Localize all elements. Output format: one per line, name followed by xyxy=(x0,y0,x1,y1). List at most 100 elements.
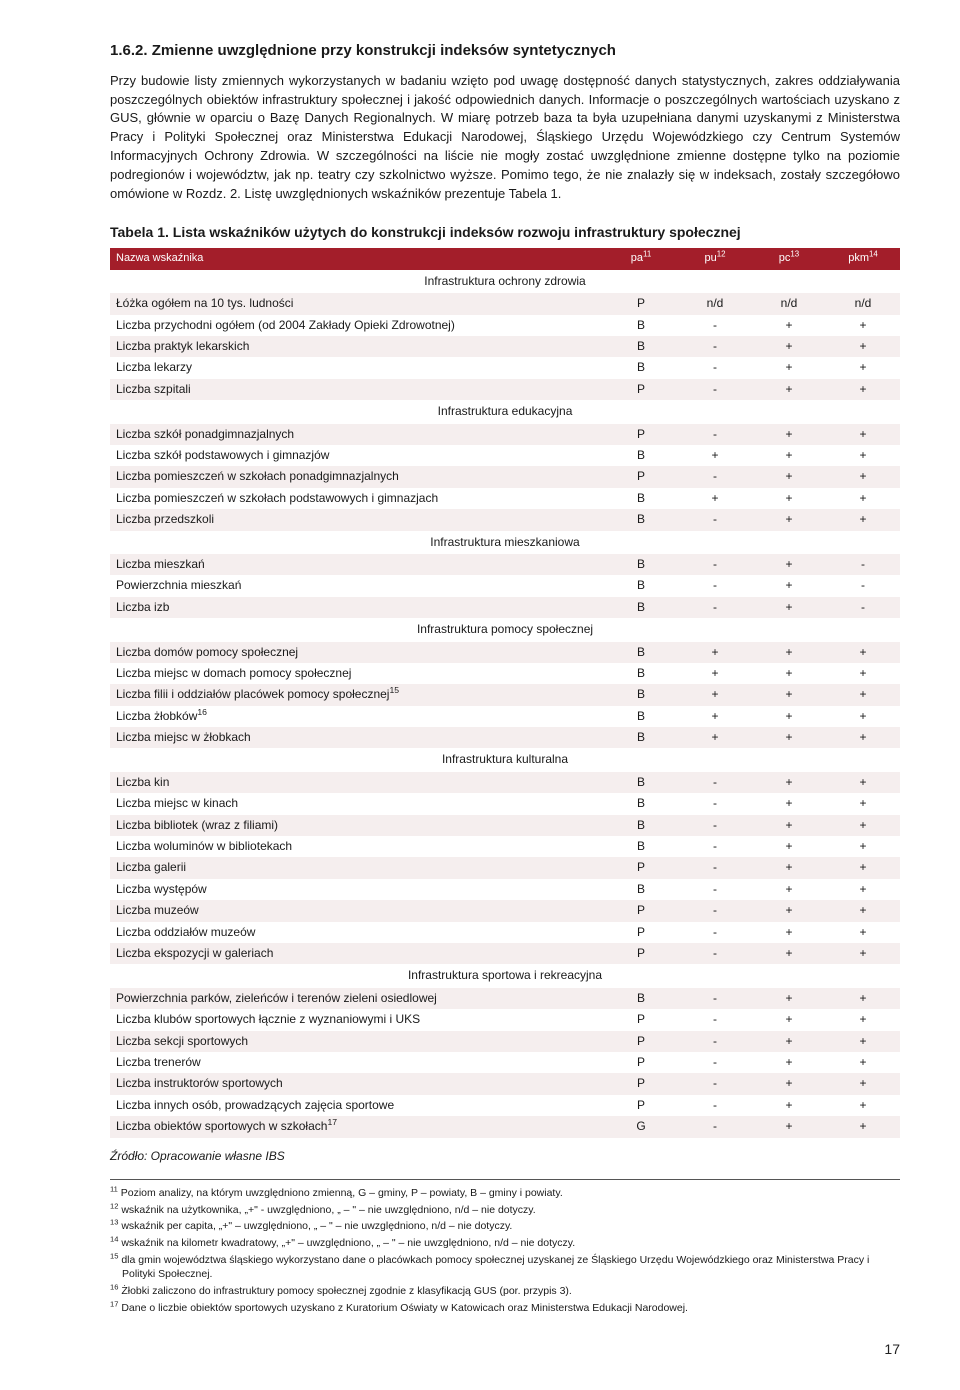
table-row: Powierzchnia parków, zieleńców i terenów… xyxy=(110,988,900,1009)
col-pu: pu12 xyxy=(678,248,752,270)
table-row: Łóżka ogółem na 10 tys. ludnościPn/dn/dn… xyxy=(110,293,900,314)
cell-pu: - xyxy=(678,836,752,857)
table-row: Liczba oddziałów muzeówP-++ xyxy=(110,922,900,943)
cell-pa: B xyxy=(604,684,678,705)
indicator-name: Liczba mieszkań xyxy=(110,554,604,575)
cell-pc: + xyxy=(752,642,826,663)
cell-pu: + xyxy=(678,488,752,509)
cell-pu: - xyxy=(678,815,752,836)
cell-pc: + xyxy=(752,424,826,445)
cell-pa: B xyxy=(604,315,678,336)
cell-pkm: + xyxy=(826,988,900,1009)
table-row: Liczba filii i oddziałów placówek pomocy… xyxy=(110,684,900,705)
cell-pkm: + xyxy=(826,488,900,509)
cell-pc: + xyxy=(752,336,826,357)
cell-pa: B xyxy=(604,336,678,357)
footnote: 13 wskaźnik per capita, „+" – uwzględnio… xyxy=(110,1219,900,1234)
indicator-name: Liczba lekarzy xyxy=(110,357,604,378)
cell-pu: + xyxy=(678,663,752,684)
footnote: 16 Żłobki zaliczono do infrastruktury po… xyxy=(110,1284,900,1299)
cell-pc: + xyxy=(752,1052,826,1073)
table-row: Powierzchnia mieszkańB-+- xyxy=(110,575,900,596)
cell-pa: B xyxy=(604,663,678,684)
table-section-row: Infrastruktura pomocy społecznej xyxy=(110,618,900,641)
cell-pa: B xyxy=(604,793,678,814)
cell-pu: - xyxy=(678,772,752,793)
cell-pa: P xyxy=(604,466,678,487)
cell-pu: - xyxy=(678,575,752,596)
cell-pkm: - xyxy=(826,575,900,596)
table-row: Liczba klubów sportowych łącznie z wyzna… xyxy=(110,1009,900,1030)
cell-pu: - xyxy=(678,1052,752,1073)
table-row: Liczba domów pomocy społecznejB+++ xyxy=(110,642,900,663)
cell-pkm: + xyxy=(826,943,900,964)
cell-pkm: + xyxy=(826,466,900,487)
cell-pkm: + xyxy=(826,1009,900,1030)
table-section-row: Infrastruktura kulturalna xyxy=(110,748,900,771)
cell-pu: - xyxy=(678,315,752,336)
cell-pc: + xyxy=(752,315,826,336)
cell-pc: + xyxy=(752,772,826,793)
cell-pu: - xyxy=(678,509,752,530)
footnote: 15 dla gmin województwa śląskiego wykorz… xyxy=(110,1253,900,1282)
cell-pa: P xyxy=(604,1031,678,1052)
cell-pc: n/d xyxy=(752,293,826,314)
cell-pc: + xyxy=(752,836,826,857)
cell-pc: + xyxy=(752,922,826,943)
table-row: Liczba występówB-++ xyxy=(110,879,900,900)
table-section-row: Infrastruktura sportowa i rekreacyjna xyxy=(110,964,900,987)
indicators-table: Nazwa wskaźnika pa11 pu12 pc13 pkm14 Inf… xyxy=(110,248,900,1138)
cell-pkm: + xyxy=(826,445,900,466)
cell-pc: + xyxy=(752,879,826,900)
cell-pu: - xyxy=(678,1009,752,1030)
cell-pkm: + xyxy=(826,727,900,748)
cell-pa: B xyxy=(604,554,678,575)
col-pc: pc13 xyxy=(752,248,826,270)
cell-pu: - xyxy=(678,597,752,618)
table-row: Liczba bibliotek (wraz z filiami)B-++ xyxy=(110,815,900,836)
indicator-name: Liczba oddziałów muzeów xyxy=(110,922,604,943)
table-row: Liczba galeriiP-++ xyxy=(110,857,900,878)
cell-pc: + xyxy=(752,663,826,684)
footnote: 17 Dane o liczbie obiektów sportowych uz… xyxy=(110,1301,900,1316)
cell-pa: P xyxy=(604,1073,678,1094)
table-row: Liczba pomieszczeń w szkołach ponadgimna… xyxy=(110,466,900,487)
col-pkm: pkm14 xyxy=(826,248,900,270)
table-section-title: Infrastruktura ochrony zdrowia xyxy=(110,270,900,293)
cell-pkm: + xyxy=(826,1116,900,1137)
cell-pkm: + xyxy=(826,815,900,836)
cell-pkm: + xyxy=(826,706,900,727)
cell-pc: + xyxy=(752,793,826,814)
indicator-name: Liczba galerii xyxy=(110,857,604,878)
table-section-title: Infrastruktura sportowa i rekreacyjna xyxy=(110,964,900,987)
indicator-name: Liczba bibliotek (wraz z filiami) xyxy=(110,815,604,836)
indicator-name: Powierzchnia parków, zieleńców i terenów… xyxy=(110,988,604,1009)
table-body: Infrastruktura ochrony zdrowiaŁóżka ogół… xyxy=(110,270,900,1138)
table-row: Liczba miejsc w kinachB-++ xyxy=(110,793,900,814)
cell-pc: + xyxy=(752,727,826,748)
page: 1.6.2. Zmienne uwzględnione przy konstru… xyxy=(0,0,960,1390)
cell-pc: + xyxy=(752,1009,826,1030)
cell-pkm: + xyxy=(826,642,900,663)
cell-pu: - xyxy=(678,988,752,1009)
cell-pa: G xyxy=(604,1116,678,1137)
indicator-name: Liczba instruktorów sportowych xyxy=(110,1073,604,1094)
cell-pa: B xyxy=(604,509,678,530)
cell-pc: + xyxy=(752,554,826,575)
cell-pa: P xyxy=(604,1052,678,1073)
indicator-name: Liczba sekcji sportowych xyxy=(110,1031,604,1052)
cell-pa: P xyxy=(604,900,678,921)
cell-pc: + xyxy=(752,466,826,487)
table-section-title: Infrastruktura edukacyjna xyxy=(110,400,900,423)
indicator-name: Powierzchnia mieszkań xyxy=(110,575,604,596)
cell-pc: + xyxy=(752,943,826,964)
indicator-name: Liczba szkół podstawowych i gimnazjów xyxy=(110,445,604,466)
indicator-name: Liczba pomieszczeń w szkołach ponadgimna… xyxy=(110,466,604,487)
cell-pa: B xyxy=(604,597,678,618)
cell-pu: - xyxy=(678,900,752,921)
cell-pu: - xyxy=(678,466,752,487)
cell-pu: + xyxy=(678,642,752,663)
table-row: Liczba miejsc w żłobkachB+++ xyxy=(110,727,900,748)
cell-pu: - xyxy=(678,879,752,900)
table-section-title: Infrastruktura kulturalna xyxy=(110,748,900,771)
